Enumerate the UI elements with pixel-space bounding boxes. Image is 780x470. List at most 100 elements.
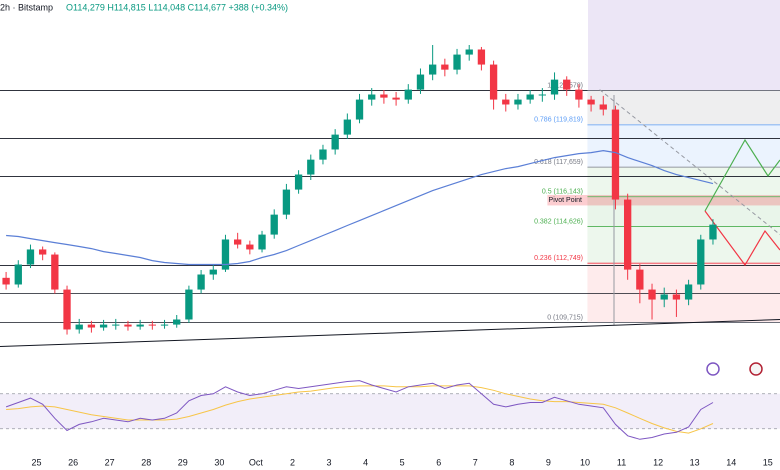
candle-body — [282, 189, 291, 215]
candle-body — [368, 94, 376, 100]
candle-body — [185, 289, 193, 320]
ma-line — [6, 149, 714, 266]
candle-body — [2, 277, 10, 285]
candle-body — [465, 49, 473, 55]
x-tick-label: 10 — [580, 457, 590, 467]
candle-body — [477, 49, 486, 65]
fib-zone — [587, 124, 780, 168]
ohlc-readout: O114,279 H114,815 L114,048 C114,677 +388… — [66, 2, 288, 12]
fib-label: 0.786 (119,819) — [534, 117, 583, 124]
candle-body — [599, 104, 607, 110]
background-layer — [0, 90, 780, 323]
candle-body — [258, 234, 266, 250]
candle-body — [26, 249, 35, 265]
candle-body — [660, 294, 668, 300]
x-tick-label: 26 — [68, 457, 78, 467]
fib-zone — [587, 90, 780, 125]
candle-body — [14, 264, 22, 285]
candle-body — [416, 74, 425, 90]
candle-body — [173, 319, 181, 325]
projection-up — [704, 138, 780, 212]
x-tick-label: 30 — [214, 457, 224, 467]
candle-body — [75, 324, 83, 330]
candle-body — [404, 89, 412, 100]
candle-body — [587, 99, 595, 105]
x-tick-label: 3 — [327, 457, 332, 467]
fib-label: 0.618 (117,659) — [534, 159, 583, 166]
candle-body — [112, 324, 120, 326]
fib-zone — [587, 263, 780, 323]
x-tick-label: 28 — [141, 457, 151, 467]
fib-zone — [587, 196, 780, 227]
x-tick-label: 5 — [400, 457, 405, 467]
candle-body — [709, 224, 717, 240]
candle-body — [209, 269, 217, 275]
chart-source: 2h · Bitstamp — [0, 2, 53, 12]
fib-zone — [587, 226, 780, 264]
candle-body — [51, 254, 59, 290]
candle-body — [489, 64, 498, 100]
x-tick-label: 4 — [363, 457, 368, 467]
candle-body — [648, 289, 656, 300]
x-tick-label: 2 — [290, 457, 295, 467]
candle-body — [319, 149, 327, 160]
projection-down — [704, 210, 780, 267]
candle-body — [611, 109, 620, 200]
x-tick-label: 7 — [473, 457, 478, 467]
candle-body — [538, 94, 546, 96]
candle-body — [87, 324, 96, 328]
candle-body — [514, 99, 522, 105]
candle-body — [63, 289, 71, 330]
trend-line — [0, 319, 780, 348]
candle-body — [697, 239, 705, 285]
x-tick-label: 8 — [509, 457, 514, 467]
x-tick-label: 13 — [690, 457, 700, 467]
fib-label: 0.382 (114,626) — [534, 218, 583, 225]
candle-body — [136, 324, 144, 327]
candle-body — [636, 269, 644, 290]
trend-line — [599, 89, 780, 235]
candle-body — [148, 324, 156, 326]
x-tick-label: 6 — [436, 457, 441, 467]
candle-body — [160, 324, 169, 326]
candle-body — [526, 94, 534, 100]
candle-body — [380, 94, 388, 98]
rsi-band — [0, 393, 780, 429]
x-tick-label: 15 — [763, 457, 773, 467]
x-tick-label: 25 — [32, 457, 42, 467]
pivot-label: Pivot Point — [549, 197, 583, 204]
candle-body — [429, 64, 437, 75]
candle-body — [39, 249, 47, 255]
candle-body — [124, 324, 132, 327]
candle-body — [270, 214, 278, 235]
fib-label: 0.236 (112,749) — [534, 255, 583, 262]
candle-body — [392, 97, 400, 100]
candle-body — [307, 159, 315, 175]
replay-icon[interactable] — [706, 362, 720, 376]
x-tick-label: 27 — [105, 457, 115, 467]
candle-body — [234, 239, 242, 245]
x-tick-label: 12 — [653, 457, 663, 467]
candle-body — [343, 119, 351, 135]
candle-body — [575, 89, 583, 100]
fib-zone — [587, 167, 780, 197]
candle-body — [684, 284, 693, 300]
x-tick-label: Oct — [249, 457, 264, 467]
x-tick-label: 9 — [546, 457, 551, 467]
fib-label: 0 (109,715) — [547, 314, 583, 321]
candle-body — [221, 239, 230, 270]
x-tick-label: 29 — [178, 457, 188, 467]
candle-body — [550, 79, 559, 95]
candle-body — [246, 244, 254, 250]
candle-body — [672, 294, 681, 300]
candle-body — [624, 199, 632, 270]
rsi_ma-line — [6, 385, 714, 434]
candle-body — [563, 79, 571, 90]
x-tick-label: 14 — [726, 457, 736, 467]
flag-icon[interactable] — [749, 362, 763, 376]
time-zone — [588, 0, 780, 91]
candle-body — [99, 324, 108, 328]
candle-body — [355, 99, 364, 120]
